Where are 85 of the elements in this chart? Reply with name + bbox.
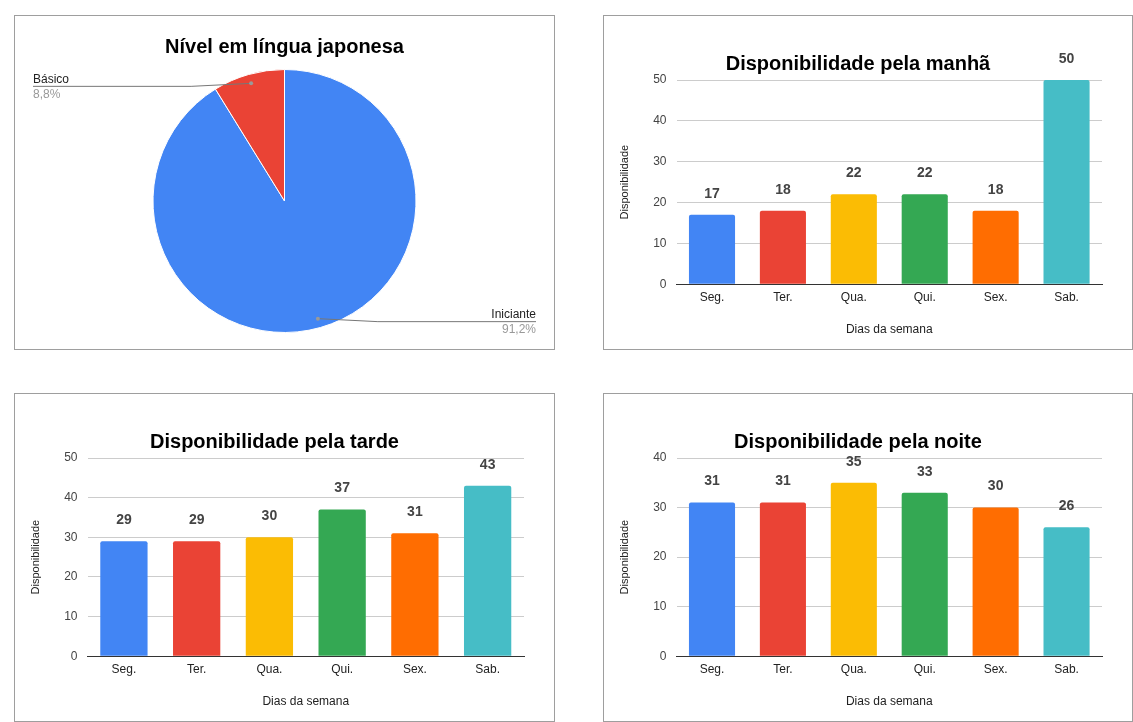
- data-label: 8,8%: [33, 86, 61, 101]
- y-tick-label: 30: [653, 153, 667, 168]
- x-tick-label: Ter.: [186, 661, 207, 676]
- y-tick-label: 50: [64, 450, 78, 465]
- bar: [901, 194, 948, 284]
- slice-label: Básico: [33, 71, 70, 86]
- data-label: 22: [846, 164, 862, 181]
- y-axis-title: Disponibilidade: [28, 519, 41, 595]
- data-label: 31: [775, 472, 791, 489]
- data-label: 35: [846, 452, 862, 469]
- bar: [688, 214, 736, 284]
- x-tick-label: Qui.: [331, 661, 354, 676]
- y-tick-label: 0: [659, 276, 667, 291]
- y-tick-label: 50: [653, 72, 667, 87]
- x-tick-label: Sab.: [1054, 661, 1079, 676]
- y-tick-label: 40: [653, 113, 667, 128]
- slice-label: Iniciante: [491, 306, 537, 321]
- x-tick-label: Sex.: [983, 661, 1008, 676]
- bar: [1043, 527, 1090, 656]
- bar: [830, 482, 877, 656]
- x-tick-label: Qui.: [913, 289, 936, 304]
- x-tick-label: Seg.: [699, 289, 725, 304]
- x-tick-label: Sab.: [475, 661, 500, 676]
- data-label: 31: [704, 472, 720, 489]
- x-tick-label: Ter.: [773, 289, 793, 304]
- data-label: 50: [1058, 49, 1075, 66]
- bar: [391, 533, 439, 656]
- bar: [972, 210, 1019, 284]
- data-label: 17: [704, 184, 720, 201]
- x-axis-title: Dias da semana: [262, 694, 350, 709]
- data-label: 29: [116, 511, 132, 528]
- chart-title: Disponibilidade pela noite: [734, 429, 982, 452]
- bar: [318, 509, 366, 656]
- bar: [759, 502, 806, 656]
- data-label: 31: [407, 503, 423, 520]
- x-tick-label: Ter.: [773, 661, 793, 676]
- y-tick-label: 30: [653, 499, 667, 514]
- y-tick-label: 40: [653, 450, 667, 465]
- data-label: 18: [987, 180, 1004, 197]
- x-axis-title: Dias da semana: [845, 322, 933, 337]
- data-label: 29: [188, 511, 205, 528]
- y-axis-title: Disponibilidade: [617, 519, 630, 595]
- x-tick-label: Qua.: [840, 289, 867, 304]
- bar: [245, 537, 294, 656]
- data-label: 43: [479, 455, 496, 472]
- x-tick-label: Sex.: [983, 289, 1008, 304]
- x-tick-label: Seg.: [111, 661, 137, 676]
- data-label: 37: [334, 479, 351, 496]
- data-label: 91,2%: [501, 321, 537, 336]
- bar: [100, 541, 148, 656]
- chart-title: Disponibilidade pela tarde: [150, 429, 399, 452]
- bar: [759, 210, 806, 284]
- chart-title: Nível em língua japonesa: [165, 34, 405, 57]
- bar: [1043, 80, 1090, 284]
- y-tick-label: 20: [653, 194, 667, 209]
- data-label: 33: [916, 462, 933, 479]
- bar: [901, 492, 948, 656]
- bar: [830, 194, 877, 284]
- y-tick-label: 10: [64, 608, 78, 623]
- y-tick-label: 10: [653, 235, 667, 250]
- y-tick-label: 30: [64, 529, 78, 544]
- data-label: 30: [261, 507, 278, 524]
- y-tick-label: 20: [653, 549, 667, 564]
- y-axis-title: Disponibilidade: [617, 144, 630, 220]
- x-tick-label: Qua.: [256, 661, 283, 676]
- x-tick-label: Sex.: [402, 661, 427, 676]
- y-tick-label: 20: [64, 569, 78, 584]
- y-tick-label: 0: [659, 648, 667, 663]
- data-label: 18: [775, 180, 791, 197]
- bar: [173, 541, 221, 656]
- data-label: 30: [987, 477, 1004, 494]
- bar: [972, 507, 1019, 656]
- data-label: 26: [1058, 497, 1075, 514]
- chart-title: Disponibilidade pela manhã: [725, 51, 992, 74]
- x-tick-label: Qua.: [840, 661, 867, 676]
- x-tick-label: Seg.: [699, 661, 725, 676]
- bar: [463, 485, 512, 656]
- bar: [688, 502, 736, 656]
- x-axis-title: Dias da semana: [845, 694, 933, 709]
- x-tick-label: Sab.: [1054, 289, 1079, 304]
- data-label: 22: [916, 164, 933, 181]
- y-tick-label: 40: [64, 489, 78, 504]
- y-tick-label: 10: [653, 598, 667, 613]
- x-tick-label: Qui.: [913, 661, 936, 676]
- y-tick-label: 0: [70, 648, 78, 663]
